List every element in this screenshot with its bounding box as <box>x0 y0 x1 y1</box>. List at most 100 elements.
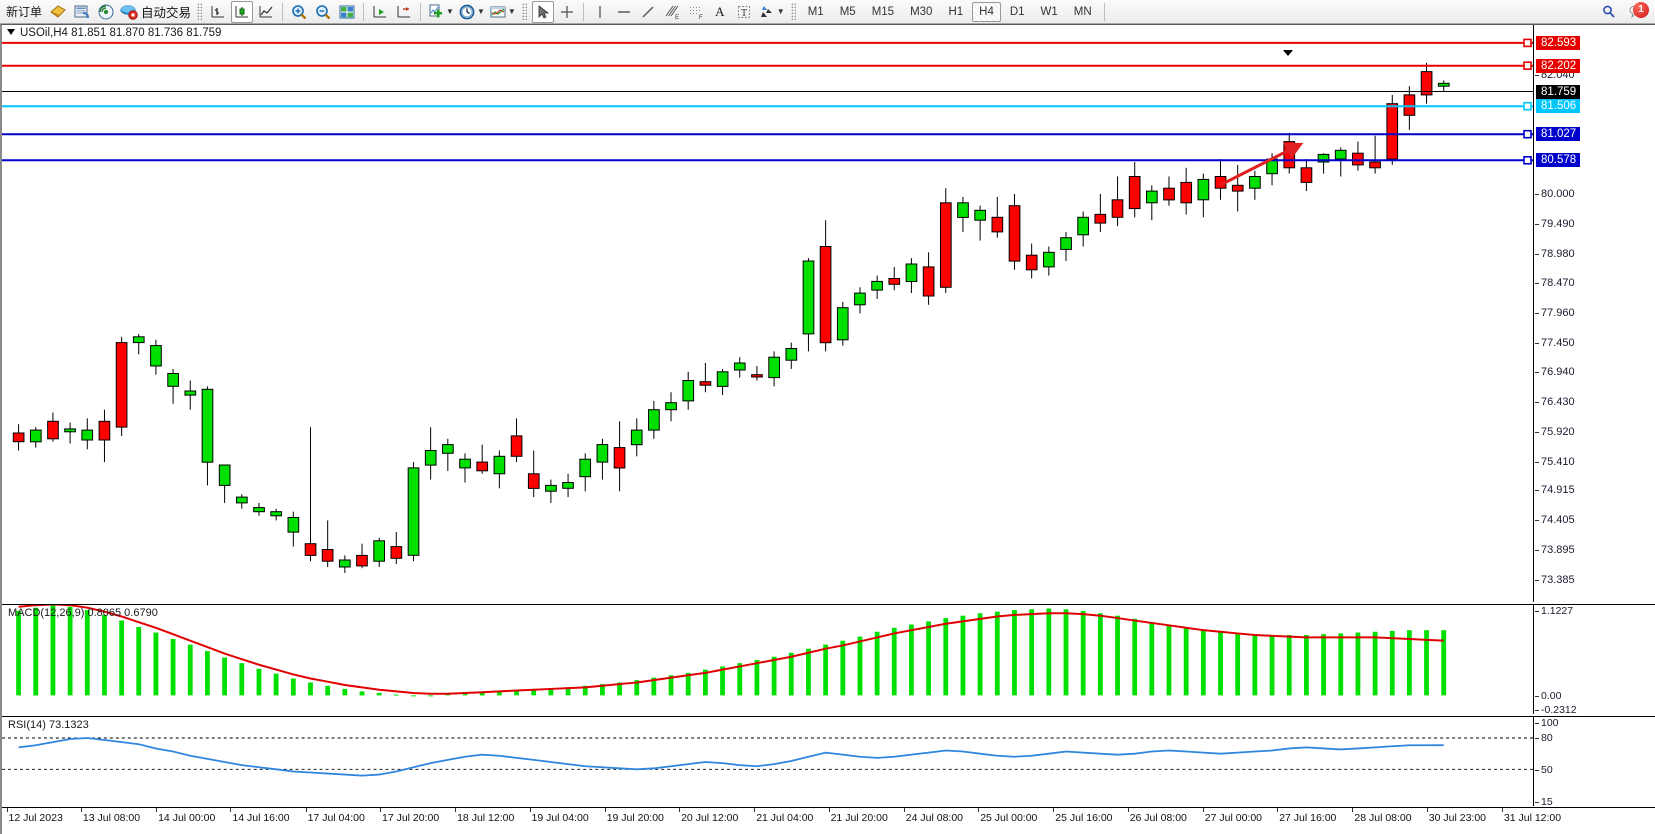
timeframe-m15[interactable]: M15 <box>871 5 895 18</box>
up-arrow-annotation <box>1219 142 1304 187</box>
rsi-axis: 100 80 50 15 <box>1533 717 1655 808</box>
chart-shift-icon[interactable] <box>369 1 391 23</box>
time-axis-label: 25 Jul 16:00 <box>1053 808 1113 824</box>
price-axis-tick: 80.000 <box>1535 188 1575 200</box>
time-axis-label: 17 Jul 20:00 <box>379 808 440 824</box>
chevron-down-icon-3[interactable]: ▼ <box>507 7 516 16</box>
toolbar-grip-2[interactable] <box>521 2 527 21</box>
fibonacci-icon[interactable]: E <box>661 1 683 23</box>
toolbar-separator-5 <box>1103 2 1105 21</box>
macd-label: MACD(12,26,9) 0.8065 0.6790 <box>8 607 158 619</box>
price-axis-tick: 73.385 <box>1535 573 1575 586</box>
price-level-label-1[interactable]: 82.202 <box>1536 58 1581 73</box>
vertical-line-icon[interactable] <box>589 1 611 23</box>
svg-text:F: F <box>699 15 703 21</box>
indicators-icon[interactable]: ▼ <box>488 1 517 23</box>
timeframe-h1[interactable]: H1 <box>948 5 964 18</box>
rsi-plot-area[interactable]: RSI(14) 73.1323 <box>2 717 1533 806</box>
price-level-label-5[interactable]: 80.578 <box>1536 153 1581 168</box>
expert-advisor-icon[interactable] <box>47 1 69 23</box>
price-axis-tick: 79.490 <box>1535 217 1575 230</box>
price-pane[interactable]: USOil,H4 81.851 81.870 81.736 81.759 82.… <box>2 25 1655 602</box>
cursor-icon[interactable] <box>531 0 554 23</box>
price-axis[interactable]: 82.040 80.000 79.490 78.980 78.470 77.960 77.4… <box>1533 25 1655 602</box>
price-axis-tick: 76.940 <box>1535 366 1575 379</box>
timeframe-h4[interactable]: H4 <box>972 1 1001 22</box>
price-axis-tick: 73.895 <box>1535 543 1575 556</box>
rsi-pane[interactable]: RSI(14) 73.1323 100 80 50 15 <box>2 716 1655 808</box>
timeframe-m30[interactable]: M30 <box>910 5 933 18</box>
price-axis-tick: 77.960 <box>1535 306 1575 319</box>
price-level-label-2[interactable]: 81.759 <box>1536 84 1581 99</box>
price-level-label-0[interactable]: 82.593 <box>1536 35 1581 50</box>
rsi-axis-tick-0: 100 <box>1535 717 1559 729</box>
time-axis-label: 30 Jul 23:00 <box>1426 808 1487 824</box>
timeframe-mn[interactable]: MN <box>1073 5 1092 18</box>
equidistant-channel-icon[interactable]: F <box>685 1 707 23</box>
time-axis[interactable]: 12 Jul 2023 13 Jul 08:00 14 Jul 00:00 14 Ju… <box>2 807 1655 834</box>
auto-scroll-icon[interactable] <box>393 1 415 23</box>
price-levels-svg <box>2 38 1533 187</box>
timeframe-m5[interactable]: M5 <box>839 5 856 18</box>
svg-text:E: E <box>675 15 679 21</box>
new-order-label: 新订单 <box>6 5 43 19</box>
time-axis-label: 14 Jul 00:00 <box>156 808 216 824</box>
data-window-icon[interactable] <box>71 1 93 23</box>
chevron-down-icon[interactable]: ▼ <box>446 7 454 16</box>
zoom-in-icon[interactable] <box>288 1 310 23</box>
chevron-down-icon-4[interactable]: ▼ <box>776 7 785 16</box>
bar-chart-icon[interactable] <box>207 1 229 23</box>
price-axis-tick: 74.405 <box>1535 514 1575 527</box>
toolbar-grip-3[interactable] <box>790 2 796 21</box>
price-candles-svg <box>12 62 1450 573</box>
main-toolbar: 新订单 自动交易 <box>0 0 1655 24</box>
timeframe-w1[interactable]: W1 <box>1040 5 1058 18</box>
crosshair-icon[interactable] <box>556 1 578 23</box>
time-axis-label: 18 Jul 12:00 <box>455 808 515 824</box>
toolbar-separator-3 <box>420 2 422 21</box>
timeframe-m1[interactable]: M1 <box>807 5 824 18</box>
new-order-button[interactable]: 新订单 <box>3 1 45 23</box>
price-axis-tick: 77.450 <box>1535 336 1575 349</box>
search-icon[interactable] <box>1598 1 1620 23</box>
toolbar-separator <box>282 2 284 21</box>
toolbar-separator-2 <box>363 2 365 21</box>
alerts-icon[interactable]: 1 <box>1622 1 1652 23</box>
line-chart-icon[interactable] <box>255 1 277 23</box>
time-axis-label: 14 Jul 16:00 <box>230 808 290 824</box>
time-axis-label: 20 Jul 12:00 <box>679 808 739 824</box>
candlestick-chart-icon[interactable] <box>231 0 254 23</box>
timeframe-d1[interactable]: D1 <box>1009 5 1025 18</box>
time-axis-label: 17 Jul 04:00 <box>305 808 365 824</box>
toolbar-grip[interactable] <box>197 2 203 21</box>
macd-plot-area[interactable]: MACD(12,26,9) 0.8065 0.6790 <box>2 605 1533 714</box>
svg-text:T: T <box>741 8 747 19</box>
period-icon[interactable]: ▼ <box>457 1 486 23</box>
toolbar-separator-4 <box>582 2 584 21</box>
text-tool-glyph: A <box>715 3 725 19</box>
time-axis-label: 21 Jul 04:00 <box>754 808 814 824</box>
chevron-down-icon-2[interactable]: ▼ <box>476 7 485 16</box>
chart-window[interactable]: USOil,H4 81.851 81.870 81.736 81.759 82.… <box>0 24 1655 834</box>
price-level-label-3[interactable]: 81.506 <box>1536 99 1581 114</box>
new-chart-icon[interactable]: ▼ <box>426 1 455 23</box>
signals-icon[interactable] <box>95 1 117 23</box>
trendline-icon[interactable] <box>637 1 659 23</box>
time-axis-label: 24 Jul 08:00 <box>903 808 964 824</box>
time-axis-label: 13 Jul 08:00 <box>80 808 141 824</box>
chart-title: USOil,H4 81.851 81.870 81.736 81.759 <box>20 27 222 39</box>
macd-axis: 1.1227 0.00 -0.2312 <box>1533 605 1655 716</box>
label-icon[interactable]: T <box>733 1 755 23</box>
horizontal-line-icon[interactable] <box>613 1 635 23</box>
shapes-icon[interactable]: ▼ <box>757 1 786 23</box>
chart-collapse-icon[interactable] <box>7 29 15 35</box>
tile-windows-icon[interactable] <box>336 1 358 23</box>
autotrade-icon[interactable]: 自动交易 <box>119 1 192 23</box>
zoom-out-icon[interactable] <box>312 1 334 23</box>
text-icon[interactable]: A <box>709 1 731 23</box>
price-axis-tick: 75.410 <box>1535 455 1575 468</box>
price-plot-area[interactable]: USOil,H4 81.851 81.870 81.736 81.759 <box>2 25 1533 602</box>
time-axis-label: 12 Jul 2023 <box>6 808 63 824</box>
price-level-label-4[interactable]: 81.027 <box>1536 127 1581 142</box>
macd-pane[interactable]: MACD(12,26,9) 0.8065 0.6790 1.1227 0.00 -0… <box>2 604 1655 716</box>
